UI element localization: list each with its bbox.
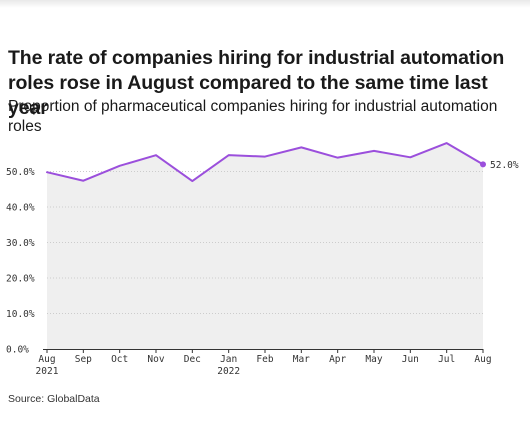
area-fill xyxy=(47,143,483,349)
y-tick-label: 50.0% xyxy=(6,167,35,178)
chart-title: The rate of companies hiring for industr… xyxy=(8,47,505,119)
chart-subtitle: Proportion of pharmaceutical companies h… xyxy=(8,98,498,135)
last-point-marker xyxy=(480,161,486,168)
last-value-label: 52.0% xyxy=(490,160,519,171)
top-divider xyxy=(0,0,530,8)
x-tick-label: Mar xyxy=(293,354,310,365)
y-tick-label: 20.0% xyxy=(6,274,35,285)
series-line xyxy=(46,142,484,183)
x-tick-label: Dec xyxy=(184,354,201,365)
x-tick-year-label: 2022 xyxy=(217,366,240,377)
y-tick-label: 40.0% xyxy=(6,203,35,214)
x-tick-label: Oct xyxy=(111,354,128,365)
x-tick-label: Sep xyxy=(75,354,92,365)
x-tick-year-label: 2021 xyxy=(36,366,59,377)
x-tick-label: Jul xyxy=(438,354,455,365)
x-tick-label: May xyxy=(365,354,382,365)
source-note: Source: GlobalData xyxy=(8,393,100,405)
y-tick-label: 0.0% xyxy=(6,345,29,356)
y-tick-label: 30.0% xyxy=(6,238,35,249)
x-tick-label: Apr xyxy=(329,354,346,365)
x-tick-label: Aug xyxy=(38,354,55,365)
y-tick-label: 10.0% xyxy=(6,309,35,320)
x-tick-label: Jun xyxy=(402,354,419,365)
x-tick-label: Aug xyxy=(474,354,491,365)
x-tick-label: Nov xyxy=(147,354,164,365)
x-tick-label: Jan xyxy=(220,354,237,365)
x-tick-label: Feb xyxy=(256,354,273,365)
